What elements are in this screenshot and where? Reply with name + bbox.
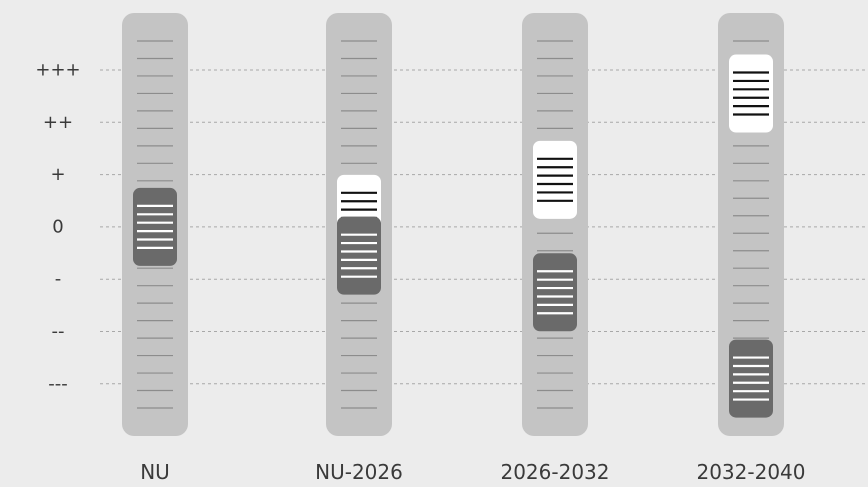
x-tick-label: NU-2026 (315, 460, 403, 484)
dark-slider-knob (533, 253, 577, 332)
y-axis-labels: ++++++0------ (35, 60, 80, 395)
y-tick-label: - (55, 269, 62, 290)
x-tick-label: 2026-2032 (500, 460, 609, 484)
slider-column (718, 13, 784, 436)
dark-slider-knob (729, 339, 773, 418)
gridlines (100, 69, 868, 385)
slider-column (326, 13, 392, 436)
light-slider-knob (729, 54, 773, 133)
y-tick-label: --- (48, 373, 68, 394)
knob-body (729, 54, 773, 133)
knob-body (133, 187, 177, 266)
knob-body (533, 253, 577, 332)
knob-body (337, 216, 381, 295)
y-tick-label: +++ (35, 60, 80, 81)
dark-slider-knob (133, 187, 177, 266)
knob-body (729, 339, 773, 418)
y-tick-label: 0 (52, 216, 63, 237)
y-tick-label: ++ (43, 112, 73, 133)
x-tick-label: NU (140, 460, 170, 484)
dark-slider-knob (337, 216, 381, 295)
y-tick-label: -- (52, 321, 65, 342)
light-slider-knob (533, 140, 577, 219)
knob-body (533, 140, 577, 219)
y-tick-label: + (50, 164, 65, 185)
slider-column (522, 13, 588, 436)
x-axis-labels: NU NU-2026 2026-2032 2032-2040 (140, 460, 805, 484)
slider-column (122, 13, 188, 436)
x-tick-label: 2032-2040 (696, 460, 805, 484)
slider-tracks (122, 13, 784, 436)
